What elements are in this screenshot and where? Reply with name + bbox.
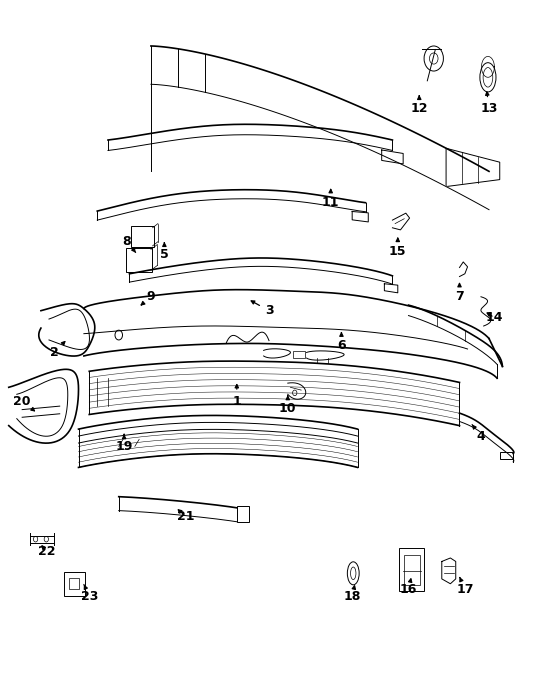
Text: 12: 12	[410, 96, 428, 115]
Text: 7: 7	[455, 283, 464, 303]
Text: 19: 19	[116, 434, 133, 453]
Text: 17: 17	[456, 577, 473, 596]
Text: 22: 22	[38, 544, 55, 558]
Text: 1: 1	[232, 385, 241, 408]
Text: 15: 15	[389, 238, 407, 258]
Text: 23: 23	[81, 584, 98, 603]
Text: 6: 6	[337, 333, 346, 352]
FancyBboxPatch shape	[126, 248, 152, 272]
Text: 20: 20	[13, 395, 34, 411]
FancyBboxPatch shape	[399, 547, 424, 591]
Text: 3: 3	[251, 301, 273, 317]
Text: 9: 9	[141, 290, 155, 305]
Text: 13: 13	[480, 92, 498, 115]
Text: 2: 2	[50, 341, 65, 359]
FancyBboxPatch shape	[64, 572, 85, 595]
FancyBboxPatch shape	[131, 226, 154, 247]
Text: 5: 5	[160, 243, 169, 262]
Text: 8: 8	[123, 235, 136, 253]
Text: 21: 21	[177, 510, 195, 523]
Text: 14: 14	[486, 311, 503, 324]
Text: 16: 16	[400, 579, 417, 596]
Text: 10: 10	[279, 396, 296, 415]
Text: 4: 4	[472, 424, 485, 443]
Text: 18: 18	[343, 586, 361, 603]
Text: 11: 11	[322, 189, 339, 209]
